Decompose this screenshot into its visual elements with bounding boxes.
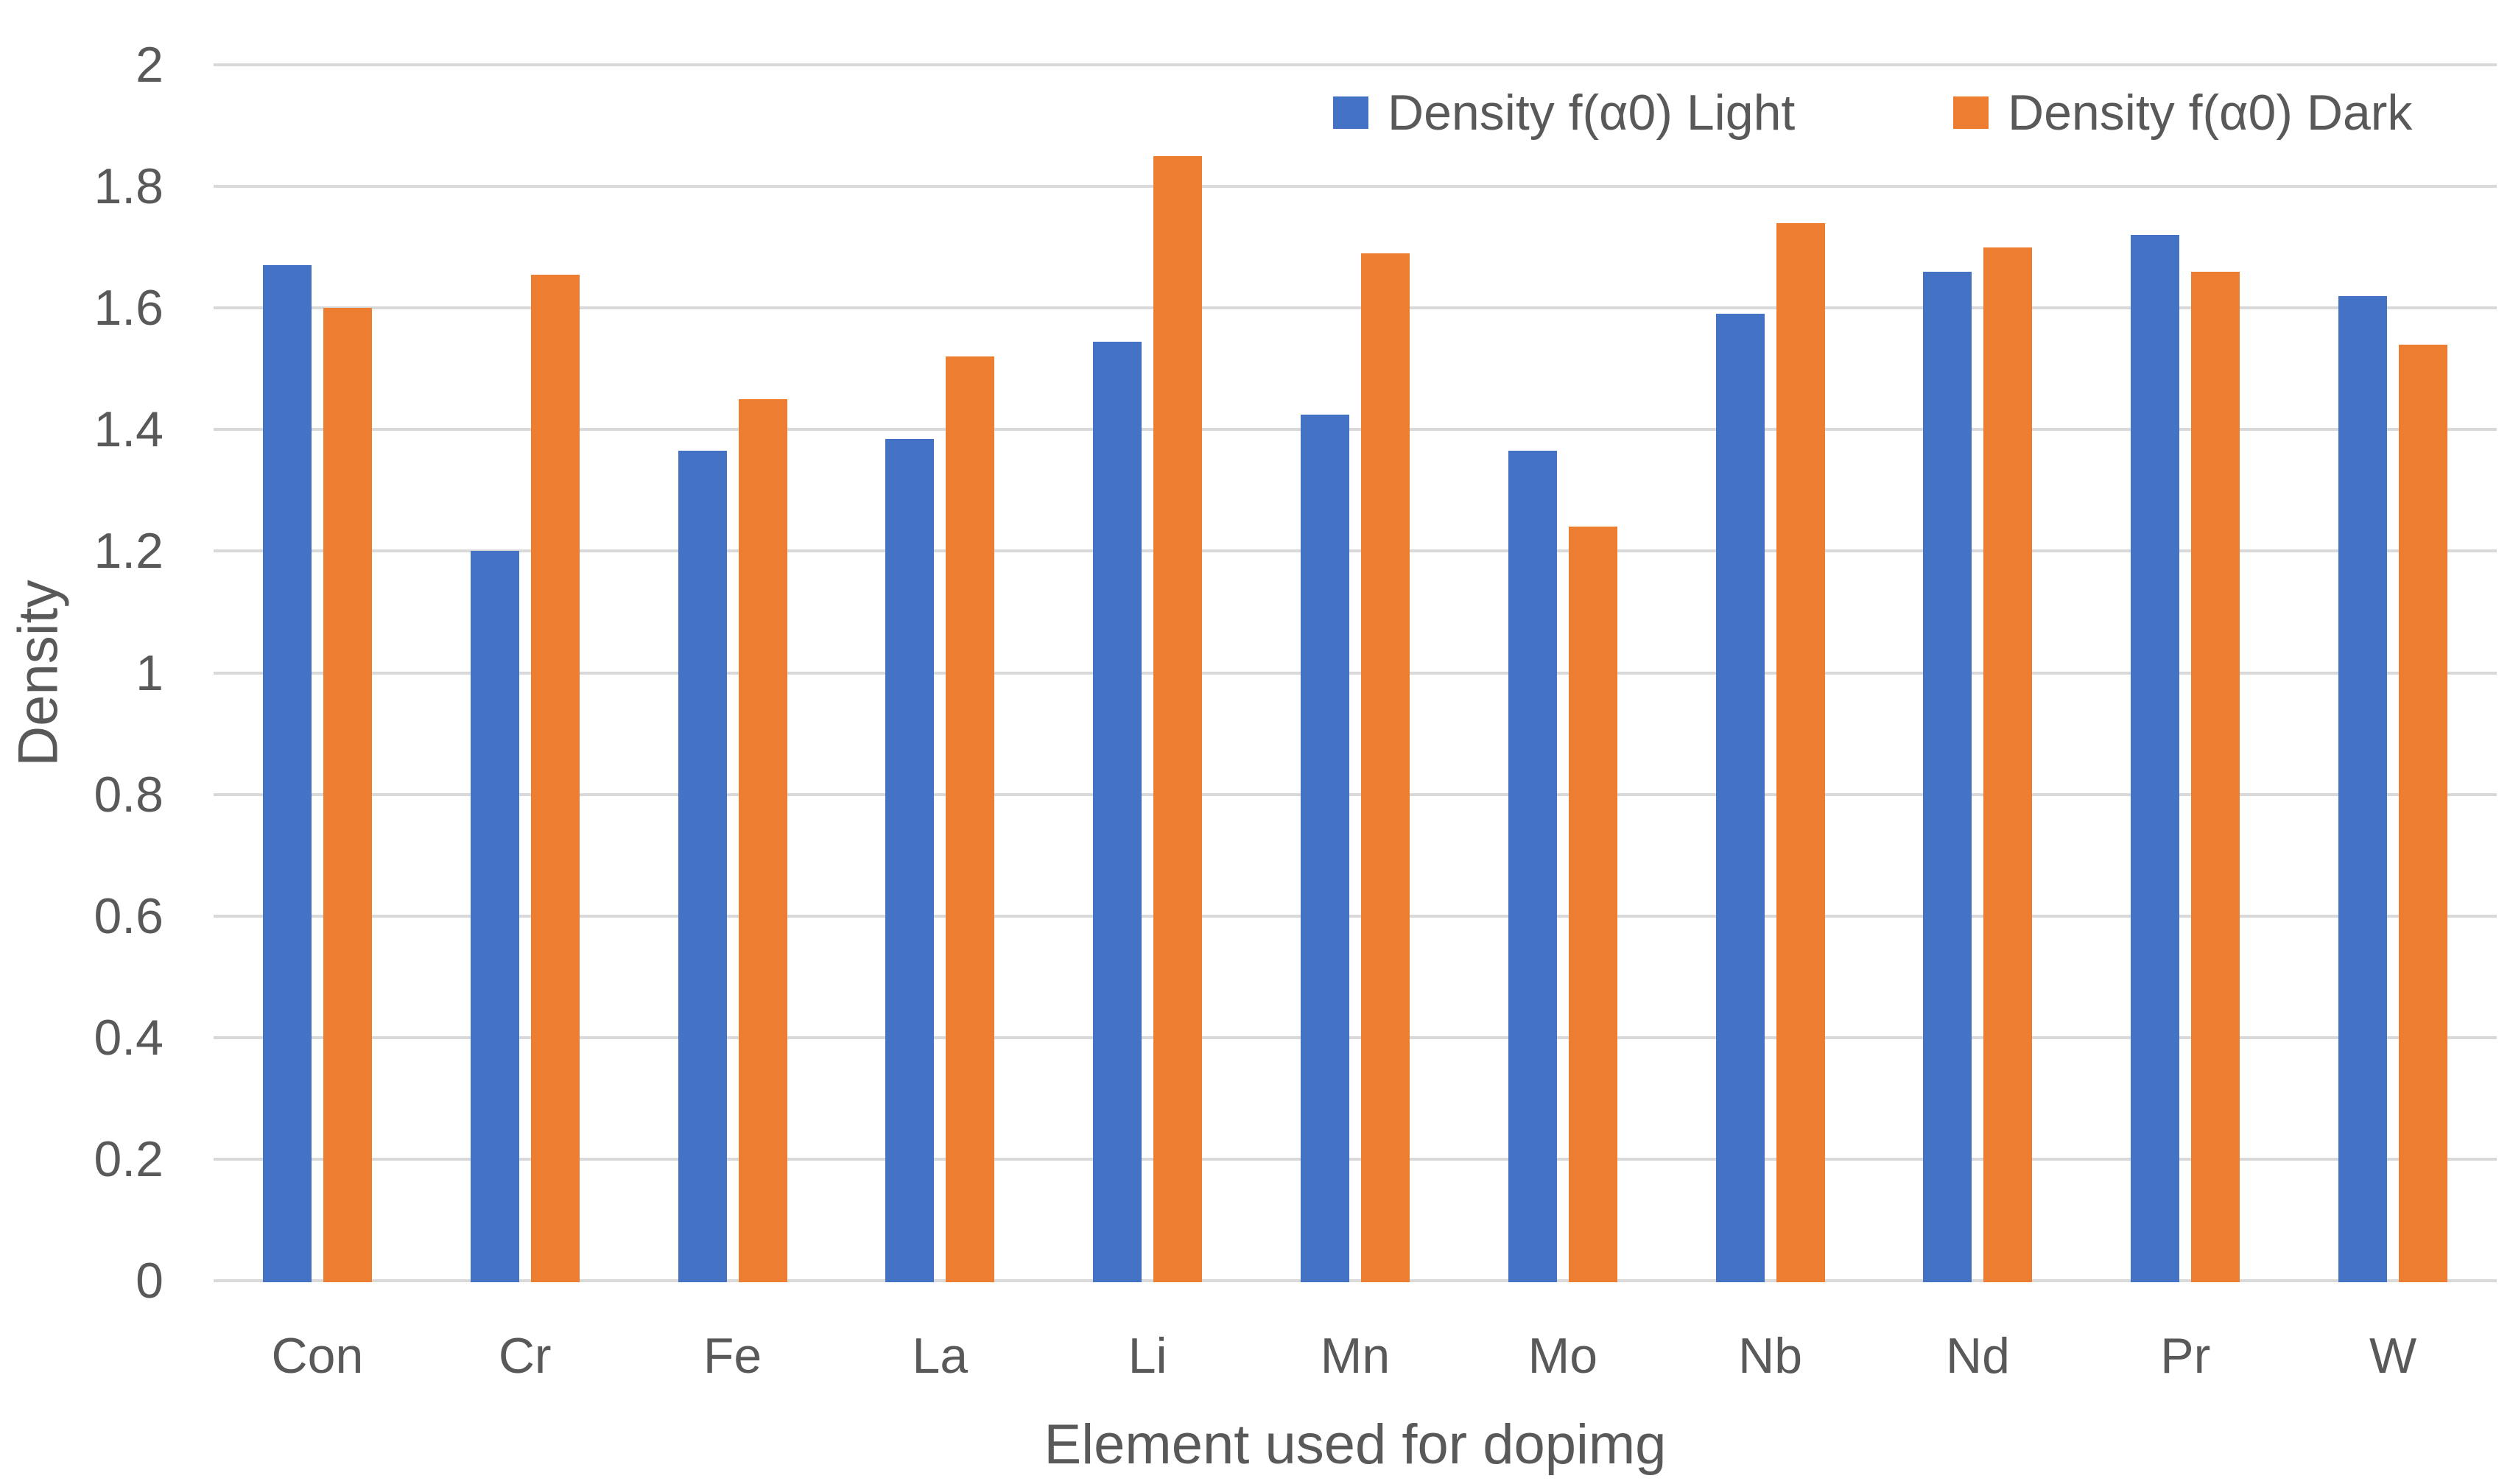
x-axis-title: Element used for dopimg bbox=[1044, 1413, 1667, 1476]
y-axis-title: Density bbox=[7, 580, 70, 767]
bar-light bbox=[262, 265, 312, 1282]
bar-light bbox=[678, 451, 727, 1282]
bar-dark bbox=[946, 356, 995, 1282]
y-tick-label: 0.4 bbox=[94, 1009, 164, 1066]
x-category-label: La bbox=[912, 1328, 969, 1384]
bar-dark bbox=[2191, 271, 2240, 1282]
bar-dark bbox=[1983, 247, 2033, 1282]
y-tick-label: 0.2 bbox=[94, 1130, 164, 1187]
bar-light bbox=[1093, 341, 1142, 1282]
bar-dark bbox=[1153, 155, 1203, 1282]
bar-dark bbox=[530, 274, 580, 1282]
legend-item-dark: Density f(α0) Dark bbox=[1953, 81, 2412, 144]
gridline bbox=[214, 428, 2497, 432]
gridline bbox=[214, 1157, 2497, 1161]
y-tick-label: 0.8 bbox=[94, 766, 164, 823]
y-tick-label: 1 bbox=[136, 644, 164, 701]
legend-label: Density f(α0) Dark bbox=[2008, 85, 2413, 141]
gridline bbox=[214, 1035, 2497, 1039]
x-category-label: Li bbox=[1128, 1328, 1167, 1384]
legend-swatch-light-icon bbox=[1333, 96, 1368, 129]
bar-light bbox=[2131, 235, 2180, 1282]
y-tick-label: 0 bbox=[136, 1253, 164, 1309]
bar-light bbox=[2338, 295, 2388, 1282]
x-category-label: Nb bbox=[1738, 1328, 1803, 1384]
gridline bbox=[214, 306, 2497, 310]
x-category-label: Con bbox=[271, 1328, 364, 1384]
y-tick-label: 2 bbox=[136, 37, 164, 93]
bar-dark bbox=[1568, 527, 1617, 1282]
bar-light bbox=[1301, 414, 1349, 1282]
bar-light bbox=[1923, 271, 1972, 1282]
gridline bbox=[214, 1279, 2497, 1282]
legend-swatch-dark-icon bbox=[1953, 96, 1989, 129]
bar-dark bbox=[323, 308, 372, 1282]
bar-dark bbox=[738, 399, 787, 1282]
x-category-label: Cr bbox=[498, 1328, 552, 1384]
y-tick-label: 1.8 bbox=[94, 158, 164, 215]
x-category-label: Nd bbox=[1945, 1328, 2010, 1384]
bar-light bbox=[885, 438, 935, 1282]
gridline bbox=[214, 63, 2497, 66]
x-category-label: Pr bbox=[2160, 1328, 2211, 1384]
legend-item-light: Density f(α0) Light bbox=[1333, 81, 1795, 144]
y-tick-label: 1.4 bbox=[94, 401, 164, 458]
gridline bbox=[214, 549, 2497, 553]
bar-light bbox=[1508, 451, 1557, 1282]
bar-dark bbox=[1776, 222, 1825, 1282]
x-category-label: Mn bbox=[1320, 1328, 1391, 1384]
gridline bbox=[214, 792, 2497, 796]
y-tick-label: 1.6 bbox=[94, 280, 164, 337]
x-category-label: W bbox=[2369, 1328, 2417, 1384]
bar-dark bbox=[2399, 344, 2448, 1282]
gridline bbox=[214, 185, 2497, 189]
legend-label: Density f(α0) Light bbox=[1388, 85, 1796, 141]
x-category-label: Mo bbox=[1528, 1328, 1598, 1384]
y-tick-label: 1.2 bbox=[94, 523, 164, 580]
y-tick-label: 0.6 bbox=[94, 887, 164, 944]
bar-dark bbox=[1361, 253, 1410, 1282]
gridline bbox=[214, 671, 2497, 675]
bar-light bbox=[1715, 314, 1765, 1282]
bar-light bbox=[470, 551, 519, 1282]
x-category-label: Fe bbox=[703, 1328, 762, 1384]
gridline bbox=[214, 914, 2497, 918]
